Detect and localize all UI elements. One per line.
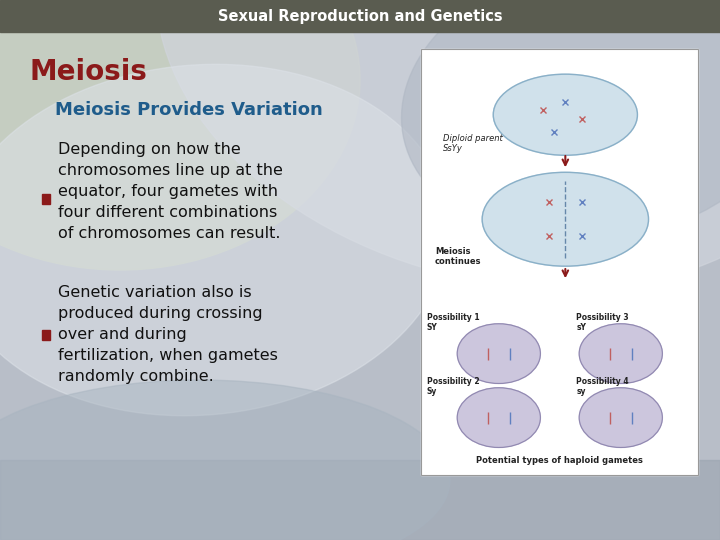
Text: Meiosis
continues: Meiosis continues [435, 247, 482, 266]
Bar [0, 0, 720, 32]
Ellipse shape [0, 64, 449, 416]
Text: Genetic variation also is
produced during crossing
over and during
fertilization: Genetic variation also is produced durin… [58, 285, 278, 384]
Bar [0, 460, 720, 540]
Ellipse shape [457, 388, 541, 448]
Ellipse shape [457, 324, 541, 383]
Ellipse shape [579, 388, 662, 448]
Text: Possibility 3
sY: Possibility 3 sY [577, 313, 629, 333]
Ellipse shape [0, 380, 450, 540]
Text: Potential types of haploid gametes: Potential types of haploid gametes [477, 456, 643, 464]
Ellipse shape [493, 74, 637, 155]
Text: Possibility 2
Sy: Possibility 2 Sy [427, 377, 480, 396]
Ellipse shape [0, 0, 360, 270]
Text: Depending on how the
chromosomes line up at the
equator, four gametes with
four : Depending on how the chromosomes line up… [58, 142, 283, 241]
Bar [421, 49, 698, 475]
Text: Meiosis: Meiosis [30, 58, 148, 86]
Bar [421, 49, 698, 475]
Ellipse shape [156, 0, 720, 289]
Ellipse shape [402, 0, 720, 242]
Bar [42, 194, 50, 204]
Text: Sexual Reproduction and Genetics: Sexual Reproduction and Genetics [217, 9, 503, 24]
Text: Possibility 1
SY: Possibility 1 SY [427, 313, 480, 333]
Bar [42, 330, 50, 340]
Text: Possibility 4
sy: Possibility 4 sy [577, 377, 629, 396]
Text: Diploid parent
SsYy: Diploid parent SsYy [444, 134, 503, 153]
Ellipse shape [579, 324, 662, 383]
Text: Meiosis Provides Variation: Meiosis Provides Variation [55, 101, 323, 119]
Ellipse shape [482, 172, 649, 266]
